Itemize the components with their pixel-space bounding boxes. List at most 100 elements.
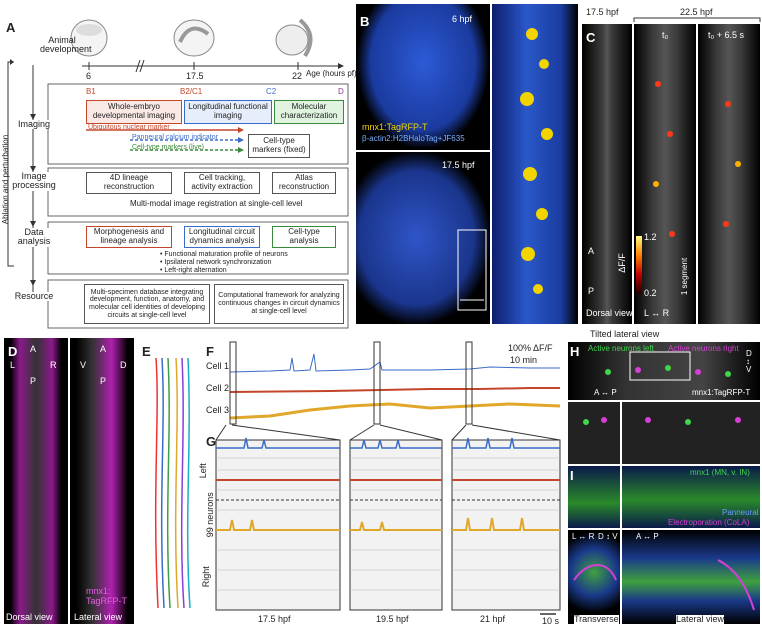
row-resource: Resource <box>14 291 54 302</box>
h-dv: D ↕ V <box>746 349 752 374</box>
panel-label-h: H <box>570 344 580 359</box>
panel-b-zoom-image <box>492 4 578 324</box>
d-a1: A <box>30 344 37 354</box>
box-morphogenesis: Morphogenesis and lineage analysis <box>86 226 172 248</box>
stage-b1: B1 <box>86 87 96 96</box>
row-processing: Image processing <box>12 171 56 191</box>
i-panneural: Panneural <box>722 508 759 517</box>
panel-b-zoom-box <box>457 229 487 311</box>
panel-e-tracks <box>154 357 191 609</box>
c-axis-p: P <box>588 286 595 296</box>
row-imaging: Imaging <box>14 119 54 130</box>
marker-panneural: Panneural calcium indicator <box>132 134 218 141</box>
age-axis-label: Age (hours pf) <box>306 69 357 78</box>
d-r: R <box>50 360 57 370</box>
box-database: Multi-specimen database integrating deve… <box>84 284 210 324</box>
f-cell-2: Cell 2 <box>206 383 230 393</box>
marker-ubiquitous: Ubiquitous nuclear marker <box>88 124 170 131</box>
d-d: D <box>120 360 127 370</box>
c-time-22: 22.5 hpf <box>680 7 713 17</box>
panel-c-image-3 <box>698 24 760 324</box>
i-lr: L ↔ R <box>572 532 595 541</box>
panel-label-i: I <box>570 468 574 483</box>
c-colorbar <box>636 236 642 294</box>
g-time-2: 19.5 hpf <box>376 614 409 624</box>
panel-e-image <box>138 338 202 624</box>
d-view2: Lateral view <box>74 612 123 622</box>
f-cell-3: Cell 3 <box>206 405 230 415</box>
i-ap: A ↔ P <box>636 532 659 541</box>
c-cb-bot: 0.2 <box>644 288 657 298</box>
f-trace-cell1 <box>229 353 560 373</box>
panel-i-zoom-right <box>622 466 760 528</box>
b-legend-mnx1: mnx1:TagRFP-T <box>362 122 428 132</box>
marker-celltype: Cell-type markers (live) <box>132 144 204 151</box>
d-p1: P <box>30 376 37 386</box>
h-marker: mnx1:TagRFP-T <box>692 388 751 397</box>
age-22: 22 <box>292 71 303 81</box>
panel-d-lateral-image <box>70 338 134 624</box>
stage-c2: C2 <box>266 87 277 96</box>
f-trace-cell2 <box>229 387 560 393</box>
panel-label-d: D <box>8 344 18 359</box>
d-view1: Dorsal view <box>6 612 53 622</box>
panel-label-e: E <box>142 344 151 359</box>
bullet-1: • Functional maturation profile of neuro… <box>160 251 288 258</box>
panel-i-zoom-left <box>568 466 620 528</box>
c-axis-a: A <box>588 246 595 256</box>
d-v: V <box>80 360 87 370</box>
c-view: Dorsal view <box>586 308 633 318</box>
f-scale-y: 100% ΔF/F <box>508 343 553 353</box>
b-time-6: 6 hpf <box>452 14 473 24</box>
c-time-17: 17.5 hpf <box>586 7 619 17</box>
h-title: Tilted lateral view <box>590 329 660 339</box>
h-ap: A ↔ P <box>594 388 617 397</box>
panel-label-b: B <box>360 14 370 29</box>
box-fixed-markers: Cell-type markers (fixed) <box>248 134 310 158</box>
box-tracking: Cell tracking, activity extraction <box>184 172 260 194</box>
panel-label-a: A <box>6 20 16 35</box>
c-lr: L ↔ R <box>644 308 670 318</box>
box-longitudinal: Longitudinal functional imaging <box>184 100 272 124</box>
i-mnx1: mnx1 (MN, v. IN) <box>690 468 750 477</box>
panel-h-zoom-right <box>622 402 760 464</box>
box-framework: Computational framework for analyzing co… <box>214 284 344 324</box>
bullet-2: • Ipsilateral network synchronization <box>160 259 272 266</box>
panel-i-coLA <box>573 559 755 611</box>
b-time-17: 17.5 hpf <box>442 160 475 170</box>
c-active-cells <box>653 81 741 237</box>
age-6: 6 <box>86 71 92 81</box>
i-dv: D ↕ V <box>598 532 618 541</box>
g-time-3: 21 hpf <box>480 614 506 624</box>
stage-d: D <box>338 87 344 96</box>
panel-c-image-2 <box>634 24 696 324</box>
row-analysis: Data analysis <box>12 227 56 247</box>
stage-b2c1: B2/C1 <box>180 87 203 96</box>
c-t0-plus: t₀ + 6.5 s <box>708 30 745 40</box>
box-celltype-analysis: Cell-type analysis <box>272 226 336 248</box>
panel-b-yellow-cells <box>520 28 553 294</box>
panel-c-image-1 <box>582 24 632 324</box>
panel-f-traces <box>229 341 561 425</box>
row-development: Animal development <box>40 35 92 55</box>
registration-text: Multi-modal image registration at single… <box>130 199 303 208</box>
i-electroporation: Electroporation (CoLA) <box>668 518 750 527</box>
c-cb-top: 1.2 <box>644 232 657 242</box>
panel-b-17hpf-image <box>356 152 490 324</box>
h-right: Active neurons right <box>668 344 739 353</box>
panel-d-dorsal-image <box>4 338 68 624</box>
box-lineage-recon: 4D lineage reconstruction <box>86 172 172 194</box>
panel-h-zoom-left <box>568 402 620 464</box>
f-scale-x: 10 min <box>510 355 538 365</box>
panel-b-6hpf-image <box>356 4 490 150</box>
box-molecular: Molecular characterization <box>274 100 344 124</box>
age-17: 17.5 <box>186 71 204 81</box>
d-a2: A <box>100 344 107 354</box>
b-legend-actin: β-actin2:H2BHaloTag+JF635 <box>362 134 465 143</box>
panel-label-c: C <box>586 30 596 45</box>
g-time-1: 17.5 hpf <box>258 614 291 624</box>
d-l: L <box>10 360 16 370</box>
